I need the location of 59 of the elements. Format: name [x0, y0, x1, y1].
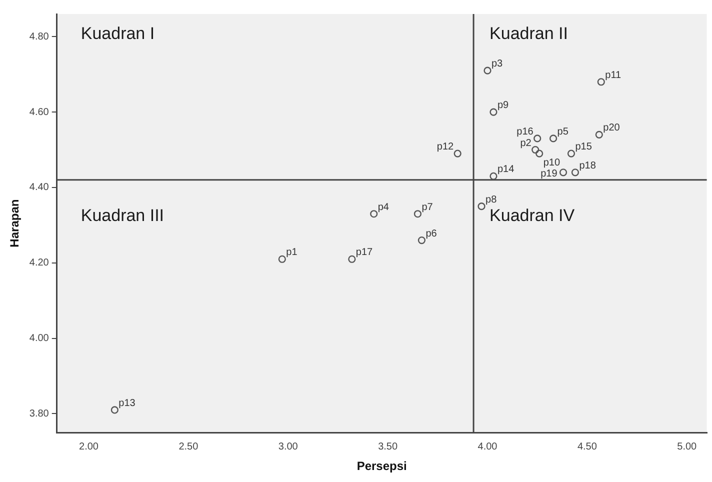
point — [532, 146, 540, 154]
x-tick-label: 2.50 — [178, 441, 199, 452]
point — [370, 210, 378, 218]
data-label: p10 — [543, 158, 560, 169]
data-label: p9 — [497, 100, 510, 112]
data-label: p15 — [575, 142, 592, 153]
y-tick-label: 4.80 — [29, 31, 50, 42]
point — [478, 202, 486, 210]
x-tick-label: 3.00 — [278, 441, 298, 452]
point — [597, 78, 605, 86]
point — [484, 66, 492, 74]
data-label: p4 — [378, 202, 390, 213]
data-label: p1 — [286, 247, 298, 258]
point — [348, 255, 356, 263]
x-axis-title: Persepsi — [356, 459, 407, 474]
x-tick-label: 4.50 — [577, 441, 598, 452]
data-label: p5 — [557, 126, 569, 138]
data-label: p19 — [540, 168, 558, 180]
y-tick-label: 4.60 — [29, 106, 50, 118]
data-label: p13 — [118, 398, 136, 409]
data-label: p12 — [436, 142, 454, 153]
x-tick-label: 4.00 — [478, 441, 498, 452]
point — [278, 255, 286, 263]
point — [490, 108, 498, 116]
point — [549, 134, 558, 142]
data-label: p2 — [520, 138, 532, 149]
data-label: p20 — [603, 122, 620, 134]
annotation: Kuadran I — [80, 24, 155, 44]
annotation: Kuadran III — [80, 206, 164, 226]
point — [490, 172, 498, 180]
point — [414, 210, 422, 218]
y-axis-title: Harapan — [8, 199, 22, 248]
point — [567, 150, 576, 158]
annotation: Kuadran II — [490, 24, 568, 44]
point — [595, 130, 603, 138]
point — [534, 134, 542, 142]
data-label: p3 — [491, 58, 504, 70]
x-tick-label: 2.00 — [79, 441, 99, 452]
data-label: p18 — [579, 160, 596, 172]
point — [559, 168, 568, 176]
y-tick-label: 4.20 — [29, 258, 50, 269]
data-label: p16 — [516, 126, 534, 138]
x-tick-label: 3.50 — [378, 441, 398, 452]
data-label: p6 — [426, 228, 438, 240]
data-label: p7 — [422, 202, 434, 213]
data-label: p14 — [497, 164, 515, 176]
data-label: p11 — [605, 70, 622, 81]
annotation: Kuadran IV — [490, 206, 576, 226]
point — [454, 150, 462, 158]
y-tick-label: 4.40 — [29, 182, 50, 194]
x-tick-label: 5.00 — [677, 441, 698, 452]
data-label: p8 — [486, 194, 498, 206]
point — [571, 168, 580, 176]
y-tick-label: 3.80 — [29, 408, 50, 420]
point — [418, 236, 426, 244]
y-tick-label: 4.00 — [29, 333, 50, 344]
data-label: p17 — [356, 247, 374, 258]
point — [536, 150, 544, 158]
point — [110, 406, 118, 414]
